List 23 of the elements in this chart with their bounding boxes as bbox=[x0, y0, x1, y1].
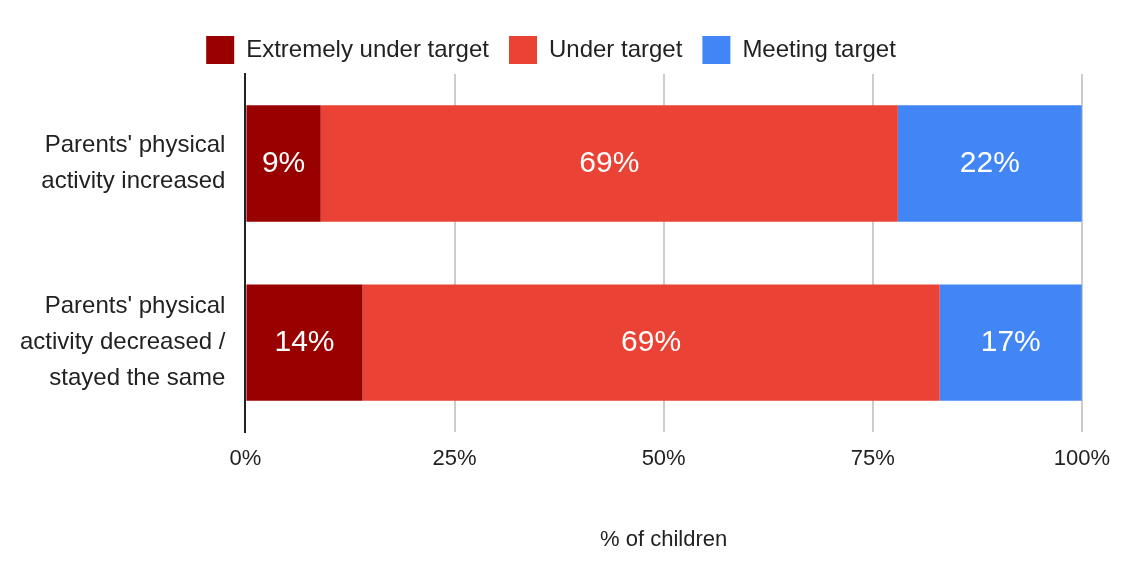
y-tick-label: Parents' physical activity increased bbox=[41, 130, 226, 194]
legend-label: Extremely under target bbox=[246, 34, 490, 62]
data-label: 22% bbox=[959, 144, 1020, 178]
data-label: 69% bbox=[621, 323, 682, 357]
bar bbox=[362, 284, 940, 401]
x-tick-label: 0% bbox=[229, 445, 262, 471]
legend-label: Under target bbox=[548, 34, 683, 62]
x-tick-label: 75% bbox=[850, 445, 895, 471]
bar bbox=[897, 105, 1082, 222]
bar bbox=[320, 105, 898, 222]
y-tick-label: Parents' physical activity decreased / stayed the same bbox=[19, 291, 226, 391]
x-tick-label: 100% bbox=[1053, 445, 1111, 471]
x-tick-label: 25% bbox=[432, 445, 477, 471]
legend-label: Meeting target bbox=[742, 34, 897, 62]
x-axis-title: % of children bbox=[600, 525, 728, 551]
x-tick-label: 50% bbox=[641, 445, 686, 471]
bar bbox=[246, 284, 363, 401]
data-label: 69% bbox=[579, 144, 640, 178]
bar bbox=[246, 105, 321, 222]
data-label: 14% bbox=[274, 323, 335, 357]
data-label: 9% bbox=[261, 144, 306, 178]
bar bbox=[939, 284, 1082, 401]
data-label: 17% bbox=[980, 323, 1041, 357]
